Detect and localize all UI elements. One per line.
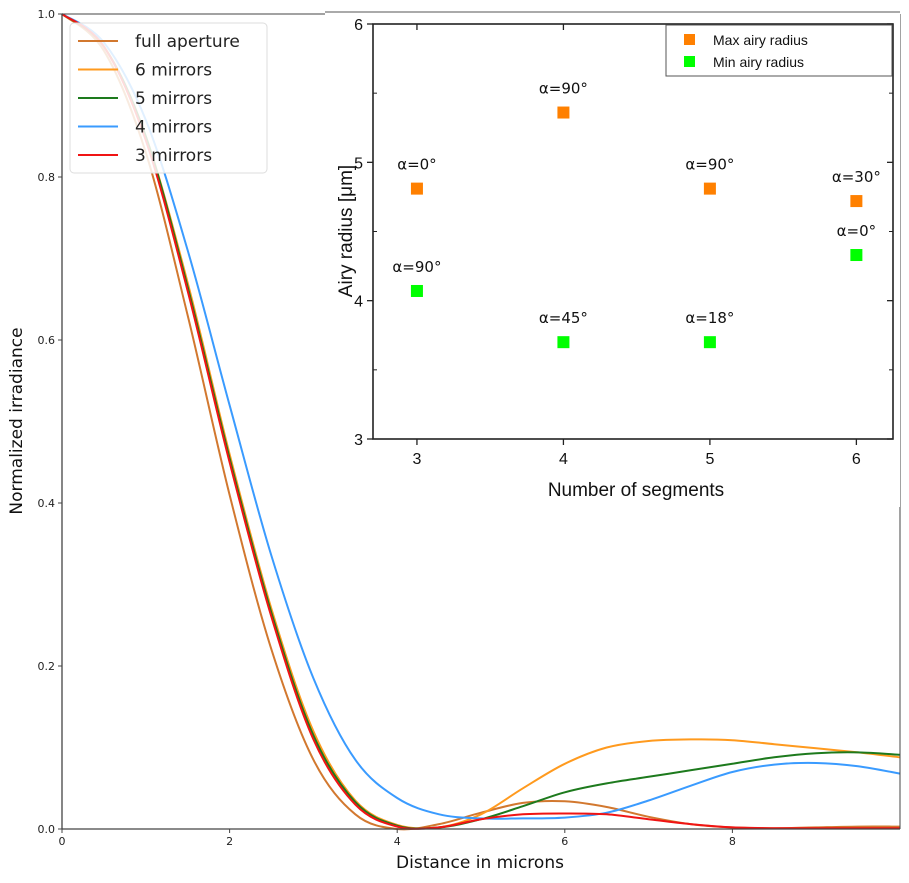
inset-y-tick-label: 5 xyxy=(354,155,363,172)
series-line-4-mirrors xyxy=(61,13,901,820)
inset-y-axis-title: Airy radius [μm] xyxy=(336,165,357,297)
legend-label: 3 mirrors xyxy=(135,146,212,166)
marker-min xyxy=(850,249,863,262)
series-line-3-mirrors xyxy=(61,13,900,830)
inset-x-axis-title: Number of segments xyxy=(548,480,724,501)
angle-annotation: α=90° xyxy=(685,156,734,174)
angle-annotation: α=45° xyxy=(539,309,588,327)
inset-x-tick-label: 3 xyxy=(412,451,421,468)
y-tick-label: 0.8 xyxy=(38,171,56,184)
inset-legend-swatch xyxy=(684,34,695,45)
marker-max xyxy=(850,195,863,208)
inset-x-tick-label: 6 xyxy=(852,451,861,468)
legend-label: 4 mirrors xyxy=(135,118,212,138)
inset-legend: Max airy radius Min airy radius xyxy=(665,24,893,77)
inset-legend-label: Min airy radius xyxy=(713,54,804,70)
x-tick-label: 2 xyxy=(226,835,233,848)
angle-annotation: α=90° xyxy=(539,80,588,98)
angle-annotation: α=18° xyxy=(685,309,734,327)
y-tick-label: 0.4 xyxy=(38,497,56,510)
marker-min xyxy=(410,284,423,297)
inset-legend-box xyxy=(665,24,893,77)
marker-min xyxy=(557,336,570,349)
angle-annotation: α=30° xyxy=(832,168,881,186)
x-tick-label: 0 xyxy=(59,835,66,848)
y-tick-label: 0.6 xyxy=(38,334,56,347)
inset-x-tick-label: 5 xyxy=(705,451,714,468)
main-legend: full aperture 6 mirrors 5 mirrors 4 mirrors… xyxy=(69,22,268,174)
x-tick-label: 4 xyxy=(394,835,401,848)
x-tick-label: 6 xyxy=(561,835,568,848)
marker-max xyxy=(410,182,423,195)
inset-axes: 3 4 5 6 3 4 5 6 xyxy=(325,11,900,468)
inset-x-tick-label: 4 xyxy=(559,451,568,468)
main-series-lines xyxy=(61,13,901,831)
marker-max xyxy=(557,106,570,119)
y-tick-label: 1.0 xyxy=(38,8,56,21)
legend-label: 5 mirrors xyxy=(135,89,212,109)
inset-background xyxy=(325,12,900,507)
x-axis-title: Distance in microns xyxy=(396,853,564,873)
inset-legend-swatch xyxy=(684,56,695,67)
angle-annotation: α=0° xyxy=(837,222,877,240)
marker-max xyxy=(703,182,716,195)
marker-min xyxy=(703,336,716,349)
x-tick-label: 8 xyxy=(729,835,736,848)
inset-legend-label: Max airy radius xyxy=(713,32,808,48)
legend-label: full aperture xyxy=(135,32,240,52)
y-tick-label: 0.0 xyxy=(38,823,56,836)
inset-y-tick-label: 3 xyxy=(354,432,363,449)
angle-annotation: α=90° xyxy=(392,258,441,276)
legend-box xyxy=(69,22,268,174)
inset-points: α=0° α=90° α=90° α=30° α=90° α=45° α=18° α=0° xyxy=(392,80,881,349)
y-axis-title: Normalized irradiance xyxy=(7,327,27,514)
y-tick-label: 0.2 xyxy=(38,660,56,673)
inset-y-tick-label: 4 xyxy=(354,294,363,311)
angle-annotation: α=0° xyxy=(397,156,437,174)
inset-y-tick-label: 6 xyxy=(354,17,363,34)
legend-label: 6 mirrors xyxy=(135,61,212,81)
main-plot: 0 2 4 6 8 0.0 0.2 0.4 0.6 0.8 1.0 Distance in micr… xyxy=(7,8,901,873)
